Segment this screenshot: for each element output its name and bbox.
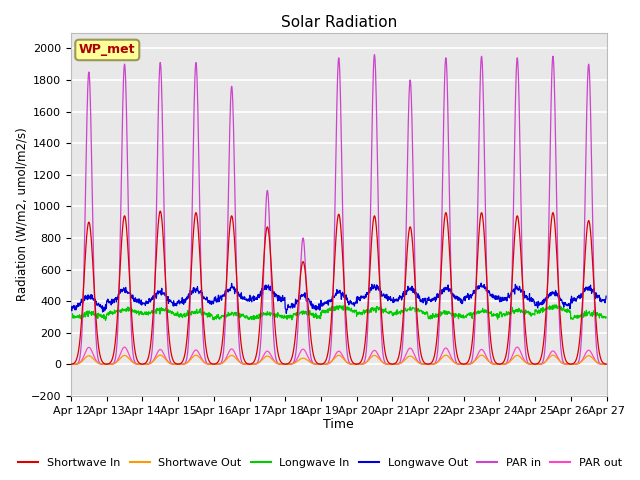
Text: WP_met: WP_met [79,44,136,57]
X-axis label: Time: Time [323,419,354,432]
Y-axis label: Radiation (W/m2, umol/m2/s): Radiation (W/m2, umol/m2/s) [15,127,28,301]
Legend: Shortwave In, Shortwave Out, Longwave In, Longwave Out, PAR in, PAR out: Shortwave In, Shortwave Out, Longwave In… [14,453,626,472]
Title: Solar Radiation: Solar Radiation [280,15,397,30]
